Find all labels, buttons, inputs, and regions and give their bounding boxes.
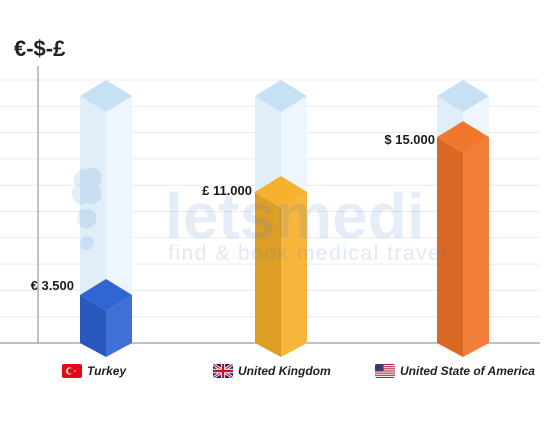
track-top (80, 80, 132, 112)
category-label-text: United Kingdom (238, 364, 331, 378)
category-label-usa: United State of America (375, 364, 535, 378)
bar-left-face (80, 294, 106, 357)
track-top (437, 80, 489, 112)
bar-right-face (463, 137, 489, 357)
category-label-uk: United Kingdom (213, 364, 331, 378)
bar-top-face (437, 121, 489, 154)
bar-top-face (80, 278, 132, 311)
bar-top-face (255, 176, 307, 209)
turkey-flag-icon (62, 364, 82, 378)
category-label-text: Turkey (87, 364, 127, 378)
category-label-turkey: Turkey (62, 364, 126, 378)
value-label-usa: $ 15.000 (384, 132, 435, 147)
bar-left-face (255, 192, 281, 357)
y-axis-label: €-$-£ (14, 36, 66, 61)
uk-flag-icon (213, 364, 233, 378)
value-label-uk: £ 11.000 (202, 183, 252, 198)
category-label-text: United State of America (400, 364, 535, 378)
bar-right-face (106, 294, 132, 357)
usa-flag-icon (375, 364, 395, 378)
bar-right-face (281, 192, 307, 357)
track-top (255, 80, 307, 112)
bar-left-face (437, 137, 463, 357)
value-label-turkey: € 3.500 (30, 278, 74, 293)
